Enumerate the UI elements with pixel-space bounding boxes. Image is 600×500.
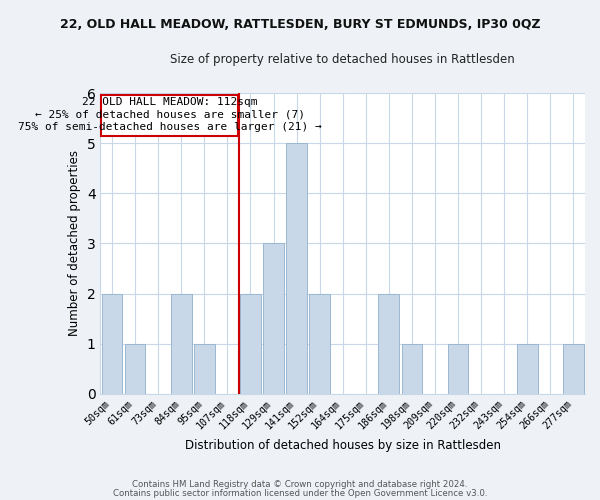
Text: 22 OLD HALL MEADOW: 112sqm: 22 OLD HALL MEADOW: 112sqm bbox=[82, 97, 257, 107]
Text: 75% of semi-detached houses are larger (21) →: 75% of semi-detached houses are larger (… bbox=[18, 122, 322, 132]
X-axis label: Distribution of detached houses by size in Rattlesden: Distribution of detached houses by size … bbox=[185, 440, 501, 452]
Bar bbox=[448, 344, 469, 394]
Text: Contains HM Land Registry data © Crown copyright and database right 2024.: Contains HM Land Registry data © Crown c… bbox=[132, 480, 468, 489]
Bar bbox=[101, 94, 238, 136]
Bar bbox=[401, 344, 422, 394]
Y-axis label: Number of detached properties: Number of detached properties bbox=[68, 150, 81, 336]
Bar bbox=[309, 294, 330, 394]
Bar bbox=[517, 344, 538, 394]
Title: Size of property relative to detached houses in Rattlesden: Size of property relative to detached ho… bbox=[170, 52, 515, 66]
Bar bbox=[563, 344, 584, 394]
Bar bbox=[125, 344, 145, 394]
Bar bbox=[240, 294, 261, 394]
Bar bbox=[263, 244, 284, 394]
Text: 22, OLD HALL MEADOW, RATTLESDEN, BURY ST EDMUNDS, IP30 0QZ: 22, OLD HALL MEADOW, RATTLESDEN, BURY ST… bbox=[59, 18, 541, 30]
Text: ← 25% of detached houses are smaller (7): ← 25% of detached houses are smaller (7) bbox=[35, 110, 305, 120]
Bar bbox=[171, 294, 191, 394]
Bar bbox=[194, 344, 215, 394]
Text: Contains public sector information licensed under the Open Government Licence v3: Contains public sector information licen… bbox=[113, 490, 487, 498]
Bar bbox=[101, 294, 122, 394]
Bar bbox=[379, 294, 399, 394]
Bar bbox=[286, 143, 307, 394]
